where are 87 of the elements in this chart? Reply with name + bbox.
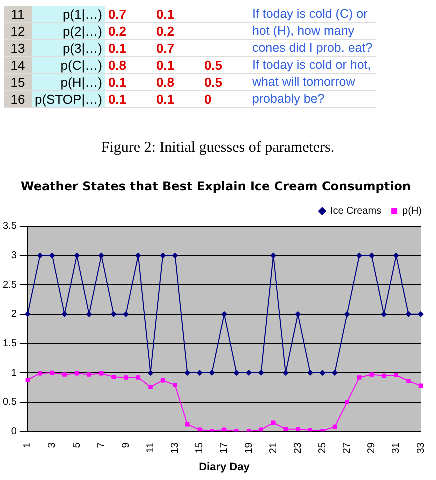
point bbox=[74, 252, 80, 259]
legend-label: Ice Creams bbox=[330, 206, 382, 218]
point bbox=[307, 370, 314, 376]
point bbox=[406, 311, 412, 318]
x-tick-label: 23 bbox=[292, 442, 304, 454]
point bbox=[393, 252, 400, 259]
point bbox=[259, 428, 264, 432]
text: 16 p(STOP|…) 0.1 0.1 0 probably be? bbox=[10, 92, 325, 106]
point bbox=[112, 375, 116, 380]
x-tick-label: 27 bbox=[342, 442, 354, 454]
point bbox=[382, 374, 386, 378]
point bbox=[38, 371, 42, 376]
point bbox=[234, 370, 240, 376]
point bbox=[270, 252, 277, 259]
point bbox=[320, 370, 326, 376]
caption: Figure 2: Initial guesses of parameters. bbox=[100, 140, 336, 157]
point bbox=[284, 427, 288, 432]
x-tick-label: 15 bbox=[194, 442, 206, 454]
x-tick-label: 33 bbox=[416, 442, 427, 454]
point bbox=[124, 376, 128, 380]
x-tick-label: 7 bbox=[96, 442, 108, 448]
point bbox=[135, 252, 142, 259]
point bbox=[320, 428, 325, 432]
text: 13 p(3|…) 0.1 0.7 cones did I prob. eat? bbox=[10, 40, 373, 56]
point bbox=[196, 370, 203, 376]
point bbox=[98, 252, 105, 259]
point bbox=[185, 422, 190, 427]
point bbox=[62, 311, 68, 318]
x-tick-label: 1 bbox=[22, 442, 34, 448]
point bbox=[148, 384, 153, 390]
point bbox=[110, 311, 117, 318]
point bbox=[356, 252, 363, 259]
y-tick-label: 3 bbox=[11, 250, 18, 262]
point bbox=[173, 383, 178, 388]
point bbox=[296, 427, 300, 432]
point bbox=[370, 372, 374, 377]
y-tick-label: 2.5 bbox=[2, 280, 18, 291]
point bbox=[136, 376, 141, 380]
x-tick-label: 9 bbox=[120, 442, 132, 448]
text: 15 p(H|…) 0.1 0.8 0.5 what will tomorrow bbox=[10, 74, 356, 90]
x-tick-label: 19 bbox=[244, 442, 255, 454]
x-tick-label: 21 bbox=[268, 442, 280, 454]
point bbox=[406, 379, 411, 384]
point bbox=[160, 378, 166, 383]
point bbox=[282, 370, 289, 376]
y-tick-label: 1.5 bbox=[2, 338, 18, 350]
point bbox=[332, 370, 338, 376]
point bbox=[172, 252, 178, 259]
point bbox=[123, 311, 130, 318]
point bbox=[148, 370, 154, 376]
point bbox=[418, 311, 424, 318]
y-tick-label: 1 bbox=[11, 368, 18, 379]
text: 12 p(2|…) 0.2 0.2 hot (H), how many bbox=[10, 24, 355, 38]
x-tick-label: 11 bbox=[145, 442, 156, 454]
point bbox=[209, 370, 216, 376]
point bbox=[381, 311, 388, 318]
point bbox=[221, 311, 228, 318]
x-tick-label: 3 bbox=[47, 442, 58, 448]
point bbox=[368, 252, 375, 259]
y-tick-label: 0.5 bbox=[2, 397, 18, 408]
x-tick-label: 17 bbox=[219, 442, 230, 454]
text: 11 p(1|…) 0.7 0.1 If today is cold (C) or bbox=[11, 6, 368, 22]
text: 14 p(C|…) 0.8 0.1 0.5 If today is cold or hot, bbox=[10, 58, 372, 72]
y-tick-label: 2 bbox=[11, 309, 18, 320]
point bbox=[87, 372, 92, 377]
x-tick-label: 31 bbox=[391, 442, 402, 454]
point bbox=[357, 376, 362, 380]
chart-title: Weather States that Best Explain Ice Cream Consumption bbox=[21, 179, 411, 194]
point bbox=[258, 370, 264, 376]
point bbox=[345, 400, 350, 404]
point bbox=[160, 252, 166, 259]
point bbox=[24, 311, 31, 318]
point bbox=[210, 428, 214, 432]
x-tick-label: 25 bbox=[317, 442, 328, 454]
point bbox=[344, 311, 350, 318]
x-axis-title: Diary Day bbox=[199, 461, 251, 474]
point bbox=[49, 252, 56, 259]
y-tick-label: 3.5 bbox=[2, 221, 18, 232]
legend-label: p(H) bbox=[402, 206, 422, 218]
point bbox=[86, 311, 92, 318]
x-tick-label: 29 bbox=[366, 442, 378, 454]
point bbox=[295, 311, 302, 318]
point bbox=[37, 252, 44, 259]
point bbox=[62, 372, 67, 377]
y-tick-label: 0 bbox=[11, 426, 18, 438]
x-tick-label: 5 bbox=[72, 442, 83, 448]
x-tick-label: 13 bbox=[170, 442, 182, 454]
